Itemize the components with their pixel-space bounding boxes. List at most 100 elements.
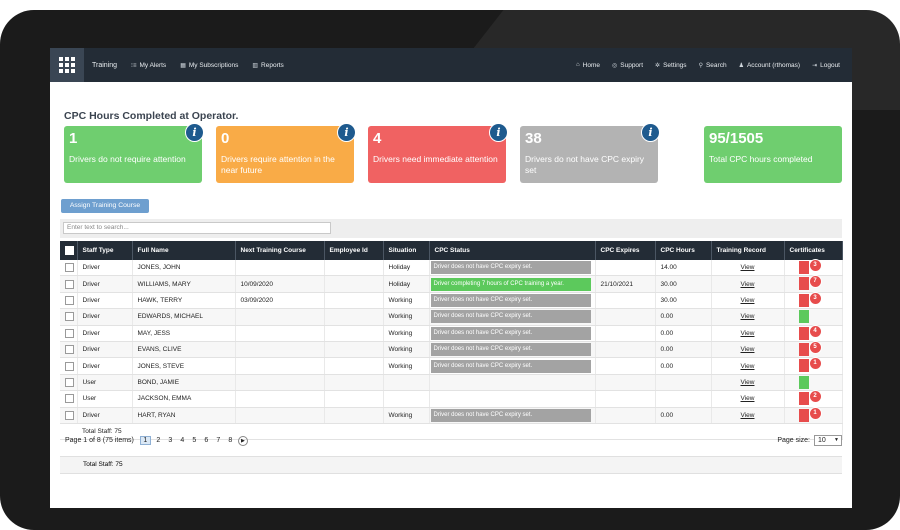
nav-item-search[interactable]: ⚲ Search [699, 62, 727, 69]
assign-training-course-button[interactable]: Assign Training Course [61, 199, 149, 213]
document-icon [798, 408, 809, 422]
view-training-record-link[interactable]: View [740, 329, 755, 337]
page-number-1[interactable]: 1 [139, 436, 151, 445]
column-header[interactable]: Employee Id [324, 241, 384, 260]
column-header[interactable]: Situation [383, 241, 430, 260]
nav-item-label: Account (rthomas) [746, 61, 801, 69]
cell-emp [324, 275, 384, 293]
view-training-record-link[interactable]: View [740, 296, 755, 304]
certificate-button[interactable] [798, 375, 809, 390]
column-header[interactable]: Training Record [711, 241, 785, 260]
nav-item-label: My Subscriptions [188, 61, 239, 69]
certificate-button[interactable]: 3 [798, 291, 822, 308]
certificate-button[interactable]: 4 [798, 324, 822, 341]
filter-bar: Enter text to search... [60, 219, 842, 238]
table-row: Driver HAWK, TERRY 03/09/2020 Working Driver… [60, 291, 843, 310]
nav-item-support[interactable]: ◎ Support [612, 62, 643, 69]
view-training-record-link[interactable]: View [740, 362, 755, 370]
nav-item-label: My Alerts [139, 61, 167, 69]
view-training-record-link[interactable]: View [740, 346, 755, 354]
document-icon [798, 375, 809, 389]
certificate-count-badge: 4 [808, 324, 822, 338]
nav-item-home[interactable]: ⌂ Home [576, 62, 600, 69]
row-checkbox[interactable] [65, 377, 74, 387]
certificate-button[interactable]: 2 [798, 390, 822, 406]
cell-certificates: 4 [784, 324, 843, 342]
table-row: Driver EDWARDS, MICHAEL Working Driver does… [60, 308, 843, 326]
cell-certificates: 5 [784, 340, 843, 359]
cell-next [235, 325, 325, 342]
column-header[interactable]: CPC Status [429, 241, 596, 260]
nav-item-reports[interactable]: ▥ Reports [252, 62, 283, 69]
row-checkbox[interactable] [65, 263, 74, 273]
info-icon[interactable]: i [641, 123, 660, 142]
cell-training-record: View [711, 374, 785, 392]
view-training-record-link[interactable]: View [740, 264, 755, 272]
view-training-record-link[interactable]: View [740, 411, 755, 419]
view-training-record-link[interactable]: View [740, 378, 755, 386]
cell-type: User [77, 390, 133, 408]
column-header[interactable]: Certificates [784, 241, 843, 260]
column-header[interactable]: Staff Type [77, 241, 133, 260]
cell-training-record: View [711, 390, 785, 408]
table-row: Driver HART, RYAN Working Driver does not h… [60, 406, 843, 424]
cell-name: JONES, JOHN [132, 260, 236, 277]
nav-item-my-alerts[interactable]: ⁝≡ My Alerts [131, 62, 166, 69]
nav-item-account-rthomas-[interactable]: ♟ Account (rthomas) [739, 62, 801, 69]
info-icon[interactable]: i [489, 123, 508, 142]
row-checkbox[interactable] [65, 279, 74, 289]
nav-item-logout[interactable]: ⇥ Logout [812, 62, 840, 69]
summary-card[interactable]: 4 Drivers need immediate attention i [368, 123, 508, 183]
view-training-record-link[interactable]: View [740, 280, 755, 288]
certificate-button[interactable]: 1 [798, 357, 822, 373]
table-header: Staff Type Full Name Next Training Course E… [60, 241, 843, 260]
table-body: Driver JONES, JOHN Holiday Driver does not … [60, 259, 843, 441]
row-checkbox[interactable] [65, 394, 74, 404]
certificate-button[interactable]: 3 [798, 259, 822, 275]
summary-card[interactable]: 95/1505 Total CPC hours completed [704, 126, 842, 183]
page-number-7[interactable]: 7 [216, 437, 221, 444]
info-icon[interactable]: i [337, 123, 356, 142]
page-size-select[interactable]: 10 ▼ [814, 435, 842, 446]
card-value: 1 [69, 130, 78, 147]
column-header[interactable]: CPC Expires [595, 241, 656, 260]
column-header[interactable]: Next Training Course [235, 241, 325, 260]
cell-type: Driver [77, 341, 133, 359]
page-number-3[interactable]: 3 [168, 437, 173, 444]
certificate-button[interactable]: 1 [798, 406, 822, 423]
cell-situation: Working [383, 407, 430, 424]
nav-item-settings[interactable]: ✲ Settings [655, 62, 687, 69]
next-page-icon[interactable]: ▶ [237, 435, 248, 446]
card-value: 0 [221, 130, 230, 147]
row-checkbox[interactable] [65, 328, 74, 338]
certificate-button[interactable]: 7 [798, 275, 822, 291]
cell-situation [383, 374, 430, 392]
row-checkbox[interactable] [65, 312, 74, 322]
page-number-5[interactable]: 5 [192, 437, 197, 444]
view-training-record-link[interactable]: View [740, 313, 755, 321]
summary-card[interactable]: 0 Drivers require attention in the near f… [216, 123, 356, 183]
cell-emp [324, 325, 384, 342]
page-number-2[interactable]: 2 [156, 437, 161, 444]
certificate-button[interactable] [798, 309, 809, 324]
app-menu-button[interactable] [50, 48, 84, 82]
select-all-checkbox[interactable] [60, 241, 78, 260]
summary-card[interactable]: 38 Drivers do not have CPC expiry set i [520, 123, 660, 183]
summary-card[interactable]: 1 Drivers do not require attention i [64, 123, 204, 183]
page-number-8[interactable]: 8 [228, 437, 233, 444]
row-checkbox[interactable] [65, 295, 74, 305]
nav-item-my-subscriptions[interactable]: ▦ My Subscriptions [180, 62, 238, 69]
row-checkbox[interactable] [65, 361, 74, 371]
page-number-6[interactable]: 6 [204, 437, 209, 444]
nav-brand[interactable]: Training [92, 61, 118, 69]
page-number-4[interactable]: 4 [180, 437, 185, 444]
cell-name: HART, RYAN [132, 407, 236, 424]
row-checkbox[interactable] [65, 345, 74, 355]
row-checkbox[interactable] [65, 410, 74, 420]
search-input[interactable]: Enter text to search... [63, 222, 331, 234]
view-training-record-link[interactable]: View [740, 395, 755, 403]
column-header[interactable]: CPC Hours [655, 241, 712, 260]
info-icon[interactable]: i [185, 123, 204, 142]
certificate-button[interactable]: 5 [798, 340, 822, 357]
column-header[interactable]: Full Name [132, 241, 236, 260]
